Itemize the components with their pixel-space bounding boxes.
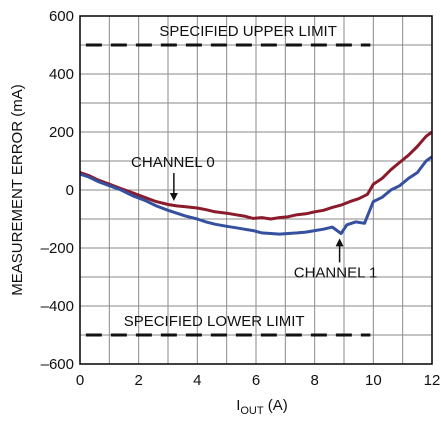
- y-tick-label: 400: [49, 66, 74, 83]
- limit-lines: [85, 43, 371, 337]
- annotations: SPECIFIED UPPER LIMIT SPECIFIED LOWER LIM…: [124, 23, 378, 330]
- y-tick-label: –200: [41, 240, 74, 257]
- upper-limit-label: SPECIFIED UPPER LIMIT: [159, 23, 337, 40]
- channel-0-label: CHANNEL 0: [131, 154, 215, 171]
- x-tick-label: 0: [76, 372, 84, 389]
- y-tick-label: –600: [41, 356, 74, 373]
- x-tick-label: 8: [310, 372, 318, 389]
- plot-frame: [79, 15, 433, 365]
- x-tick-label: 2: [134, 372, 142, 389]
- grid-lines: [80, 16, 432, 364]
- x-tick-label: 4: [193, 372, 201, 389]
- series-line-channel-0: [79, 130, 433, 221]
- tick-labels: 0 2 4 6 8 10 12 600 400 200 0 –200 –400 –600: [41, 8, 441, 389]
- y-axis-title: MEASUREMENT ERROR (mA): [9, 84, 26, 295]
- channel-0-arrow-head: [169, 193, 178, 202]
- y-tick-label: 0: [66, 182, 74, 199]
- x-axis-title-subscript: OUT: [240, 405, 264, 417]
- x-tick-label: 12: [424, 372, 441, 389]
- x-tick-label: 6: [252, 372, 260, 389]
- y-tick-label: –400: [41, 298, 74, 315]
- channel-1-label: CHANNEL 1: [294, 264, 378, 281]
- x-axis-title: IOUT (A): [236, 397, 288, 417]
- series-line-channel-1: [79, 155, 433, 236]
- series-lines: [79, 130, 433, 236]
- lower-limit-label: SPECIFIED LOWER LIMIT: [124, 313, 305, 330]
- channel-1-arrow-head: [335, 238, 344, 247]
- x-axis-title-main: I: [236, 397, 240, 414]
- y-tick-label: 600: [49, 8, 74, 25]
- y-tick-label: 200: [49, 124, 74, 141]
- x-axis-title-unit: (A): [264, 397, 288, 414]
- x-tick-label: 10: [365, 372, 382, 389]
